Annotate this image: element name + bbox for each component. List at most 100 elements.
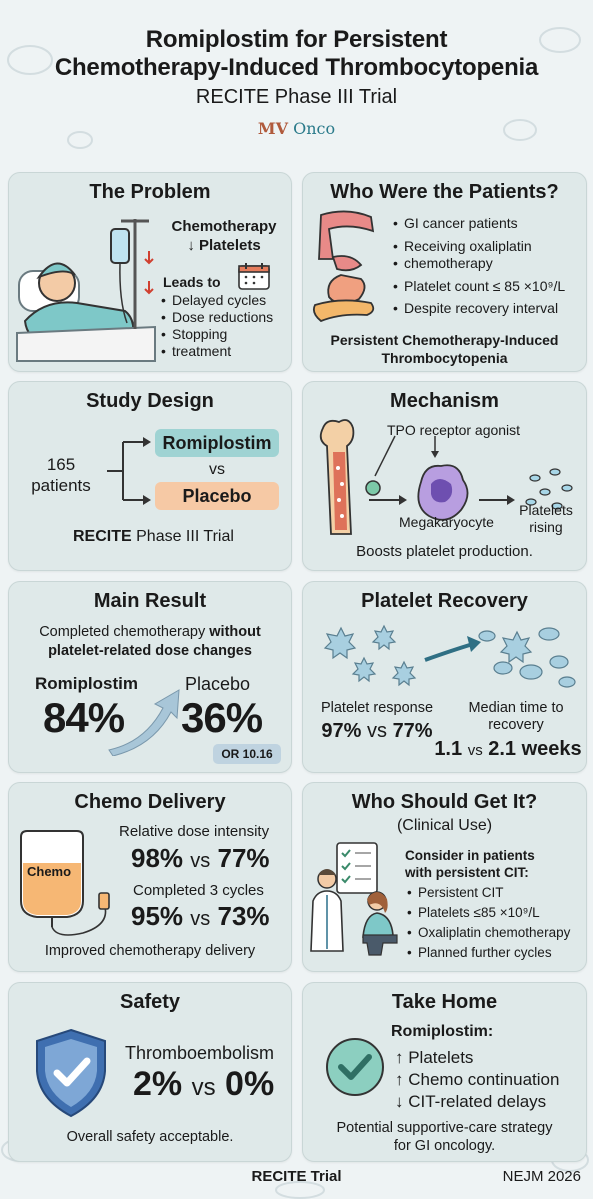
- list-item: Stopping: [161, 326, 273, 343]
- card-title: Chemo Delivery: [74, 791, 226, 813]
- consider-line2: with persistent CIT:: [405, 865, 529, 880]
- card-title: Mechanism: [390, 390, 499, 412]
- card-who-should-get-it: Who Should Get It? (Clinical Use) Consid…: [302, 782, 587, 972]
- card-title: Who Were the Patients?: [330, 181, 559, 203]
- time-value-2: 2.1 weeks: [488, 738, 582, 760]
- patients-footer: Persistent Chemotherapy-Induced Thromboc…: [303, 331, 586, 367]
- safety-value-1: 2%: [133, 1065, 183, 1103]
- takehome-drug: Romiplostim:: [391, 1023, 494, 1040]
- calendar-icon: [238, 263, 270, 290]
- who-subtitle: (Clinical Use): [396, 817, 493, 834]
- list-item: Delayed cycles: [161, 292, 273, 309]
- response-value-1: 97%: [321, 720, 362, 742]
- list-item: Despite recovery interval: [393, 300, 581, 318]
- time-vs: vs: [467, 742, 483, 759]
- patients-footer-line2: Thrombocytopenia: [381, 350, 508, 366]
- list-item: Receiving oxaliplatin: [393, 238, 581, 256]
- trial-bold: RECITE: [73, 528, 132, 545]
- rdi-value-1: 98%: [131, 843, 184, 873]
- recovery-time-label: Median time to recovery: [449, 700, 583, 734]
- desc-bold: without: [209, 624, 261, 640]
- takehome-footer-line1: Potential supportive-care strategy: [336, 1120, 553, 1136]
- footer-journal: NEJM 2026: [502, 1168, 581, 1185]
- brand-mv: MV: [257, 119, 288, 138]
- card-title: Platelet Recovery: [361, 590, 528, 612]
- rdi-value-2: 77%: [217, 843, 270, 873]
- result-arm1-label: Romiplostim: [35, 674, 138, 693]
- takehome-footer: Potential supportive-care strategy for G…: [303, 1119, 586, 1155]
- mechanism-footer: Boosts platelet production.: [356, 543, 533, 560]
- brand-onco: Onco: [293, 119, 336, 138]
- time-value-1: 1.1: [434, 738, 463, 760]
- effect-item: ↑ Chemo continuation: [395, 1070, 560, 1089]
- design-trial-name: RECITE Phase III Trial: [73, 528, 234, 546]
- list-item: GI cancer patients: [393, 215, 581, 233]
- problem-line-platelets: ↓ Platelets: [187, 237, 261, 254]
- card-title: Main Result: [93, 590, 207, 612]
- consider-line1: Consider in patients: [405, 848, 535, 863]
- delivery-footer: Improved chemotherapy delivery: [44, 943, 256, 959]
- subtitle: RECITE Phase III Trial: [195, 86, 398, 108]
- patient-in-bed-icon: [16, 219, 156, 362]
- mechanism-platelets-label: Platelets rising: [513, 502, 579, 536]
- time-label-line2: recovery: [488, 717, 544, 733]
- gi-organs-icon: [312, 210, 375, 323]
- arm-placebo: Placebo: [155, 482, 279, 510]
- card-platelet-recovery: Platelet Recovery Platelet response 97% …: [302, 581, 587, 773]
- response-values: 97% vs 77%: [307, 720, 447, 743]
- response-label: Platelet response: [320, 700, 434, 716]
- problem-leads-to: Leads to: [163, 274, 221, 290]
- card-title: Who Should Get It?: [351, 791, 538, 813]
- title-line-2: Chemotherapy-Induced Thrombocytopenia: [54, 54, 539, 81]
- list-item-text: treatment: [172, 343, 232, 359]
- cycles-vs: vs: [190, 908, 211, 930]
- platelets-line1: Platelets: [519, 502, 573, 518]
- trial-rest: Phase III Trial: [131, 528, 234, 545]
- card-who-were-patients: Who Were the Patients? GI cancer patient…: [302, 172, 587, 372]
- list-item: Platelets ≤85 ×10⁹/L: [407, 903, 570, 923]
- header: Romiplostim for Persistent Chemotherapy-…: [0, 26, 593, 138]
- shield-check-icon: [36, 1028, 106, 1118]
- cycles-label: Completed 3 cycles: [133, 882, 264, 899]
- desc-line1: Completed chemotherapy without: [9, 623, 291, 642]
- list-item: Persistent CIT: [407, 883, 570, 903]
- tpo-agonist-molecule: [365, 480, 381, 496]
- rdi-label: Relative dose intensity: [119, 823, 270, 840]
- list-item: Dose reductions: [161, 309, 273, 326]
- who-consider: Consider in patients with persistent CIT…: [405, 847, 535, 881]
- time-label-line1: Median time to: [468, 700, 564, 716]
- safety-value-2: 0%: [225, 1065, 275, 1103]
- design-sample-size: 165 patients: [19, 454, 103, 496]
- desc-line2: platelet-related dose changes: [48, 643, 252, 659]
- card-title: Study Design: [86, 390, 214, 412]
- who-criteria-list: Persistent CIT Platelets ≤85 ×10⁹/L Oxal…: [407, 883, 570, 963]
- problem-line-chemotherapy: Chemotherapy: [171, 218, 277, 235]
- patients-criteria-list: GI cancer patients Receiving oxaliplatin…: [393, 215, 581, 318]
- list-item-continuation: treatment: [161, 343, 273, 360]
- doctor-patient-icon: [310, 842, 398, 956]
- list-item: Planned further cycles: [407, 943, 570, 963]
- card-take-home: Take Home Romiplostim: ↑ Platelets ↑ Che…: [302, 982, 587, 1162]
- chemo-bag-label: Chemo: [27, 864, 72, 879]
- safety-footer: Overall safety acceptable.: [66, 1129, 234, 1145]
- cycles-values: 95% vs 73%: [131, 901, 270, 932]
- problem-consequences-list: Delayed cycles Dose reductions Stopping …: [161, 292, 273, 360]
- card-the-problem: The Problem Chemotherapy ↓ Platelets Lea…: [8, 172, 292, 372]
- patients-footer-line1: Persistent Chemotherapy-Induced: [330, 332, 559, 348]
- increase-arrow-icon: [108, 689, 180, 756]
- randomization-bracket-icon: [107, 437, 151, 505]
- main-title: Romiplostim for Persistent Chemotherapy-…: [0, 26, 593, 82]
- desc-plain: Completed chemotherapy: [39, 624, 210, 640]
- safety-vs: vs: [191, 1074, 216, 1101]
- safety-values: 2% vs 0%: [133, 1065, 274, 1104]
- check-circle-icon: [326, 1038, 384, 1096]
- mechanism-diagram: [319, 419, 573, 535]
- arm-romiplostim: Romiplostim: [155, 429, 279, 457]
- rdi-vs: vs: [190, 850, 211, 872]
- main-result-description: Completed chemotherapy without platelet-…: [9, 623, 291, 661]
- response-value-2: 77%: [392, 720, 433, 742]
- problem-chemo-platelets: Chemotherapy ↓ Platelets: [159, 217, 289, 255]
- bone-icon: [319, 419, 355, 535]
- safety-event-label: Thromboembolism: [125, 1043, 275, 1063]
- card-title: The Problem: [89, 181, 211, 203]
